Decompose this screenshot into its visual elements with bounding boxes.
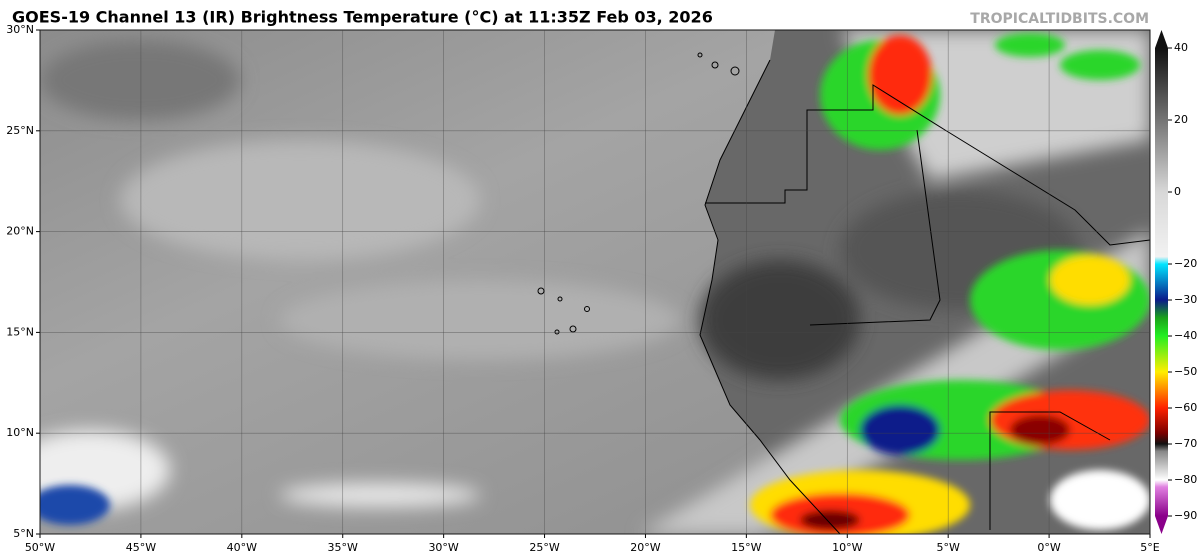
lat-tick-label: 30°N bbox=[6, 23, 34, 36]
colorbar-tick-label: −20 bbox=[1174, 257, 1197, 270]
colorbar-tick-label: −80 bbox=[1174, 473, 1197, 486]
colorbar-tick-label: −50 bbox=[1174, 365, 1197, 378]
colorbar-tick-label: −30 bbox=[1174, 293, 1197, 306]
colorbar-tick-label: −70 bbox=[1174, 437, 1197, 450]
lon-tick-label: 40°W bbox=[227, 541, 257, 554]
lon-tick-label: 45°W bbox=[126, 541, 156, 554]
credit: TROPICALTIDBITS.COM bbox=[970, 11, 1149, 27]
cloud-texture bbox=[40, 40, 680, 510]
title: GOES-19 Channel 13 (IR) Brightness Tempe… bbox=[12, 8, 713, 27]
lon-tick-label: 15°W bbox=[731, 541, 761, 554]
lon-tick-label: 5°E bbox=[1140, 541, 1159, 554]
colorbar-tick-label: −60 bbox=[1174, 401, 1197, 414]
colorbar-arrow bbox=[1155, 30, 1168, 48]
lon-tick-label: 30°W bbox=[428, 541, 458, 554]
border bbox=[989, 411, 1111, 530]
colorbar-tick-label: 40 bbox=[1174, 41, 1188, 54]
colorbar-tick-label: −90 bbox=[1174, 509, 1197, 522]
coastline bbox=[699, 59, 841, 534]
lat-tick-label: 20°N bbox=[6, 225, 34, 238]
border bbox=[705, 84, 1150, 246]
lon-tick-label: 5°W bbox=[936, 541, 959, 554]
colorbar-arrow bbox=[1155, 516, 1168, 534]
border bbox=[809, 129, 941, 326]
lat-tick-label: 15°N bbox=[6, 325, 34, 338]
imagery bbox=[40, 30, 1150, 534]
lon-tick-label: 20°W bbox=[630, 541, 660, 554]
convection bbox=[40, 33, 1150, 534]
lon-tick-label: 10°W bbox=[832, 541, 862, 554]
colorbar bbox=[1155, 48, 1168, 516]
lon-tick-label: 25°W bbox=[529, 541, 559, 554]
lon-tick-label: 0°W bbox=[1037, 541, 1060, 554]
islands bbox=[537, 52, 740, 335]
lon-tick-label: 35°W bbox=[328, 541, 358, 554]
lat-tick-label: 5°N bbox=[13, 527, 34, 540]
lon-tick-label: 50°W bbox=[25, 541, 55, 554]
colorbar-tick-label: 0 bbox=[1174, 185, 1181, 198]
colorbar-tick-label: −40 bbox=[1174, 329, 1197, 342]
lat-tick-label: 10°N bbox=[6, 426, 34, 439]
colorbar-tick-label: 20 bbox=[1174, 113, 1188, 126]
lat-tick-label: 25°N bbox=[6, 124, 34, 137]
